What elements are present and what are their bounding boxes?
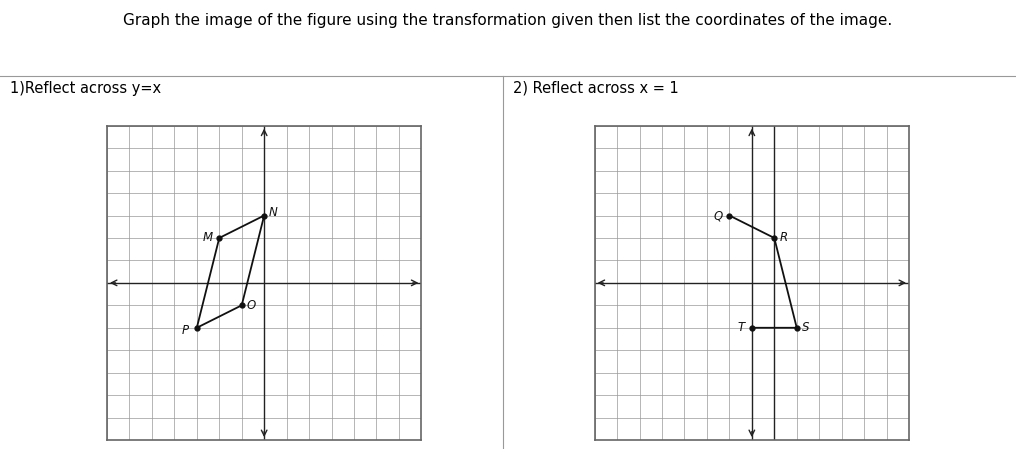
Text: 1)Reflect across y=x: 1)Reflect across y=x xyxy=(10,81,162,96)
Text: Graph the image of the figure using the transformation given then list the coord: Graph the image of the figure using the … xyxy=(123,13,893,28)
Text: 2) Reflect across x = 1: 2) Reflect across x = 1 xyxy=(513,81,679,96)
Text: S: S xyxy=(802,321,810,334)
Text: R: R xyxy=(779,232,787,244)
Text: N: N xyxy=(269,206,277,219)
Text: P: P xyxy=(182,324,189,336)
Text: T: T xyxy=(737,321,744,334)
Text: M: M xyxy=(203,232,213,244)
Text: O: O xyxy=(246,299,255,312)
Text: Q: Q xyxy=(713,209,722,222)
